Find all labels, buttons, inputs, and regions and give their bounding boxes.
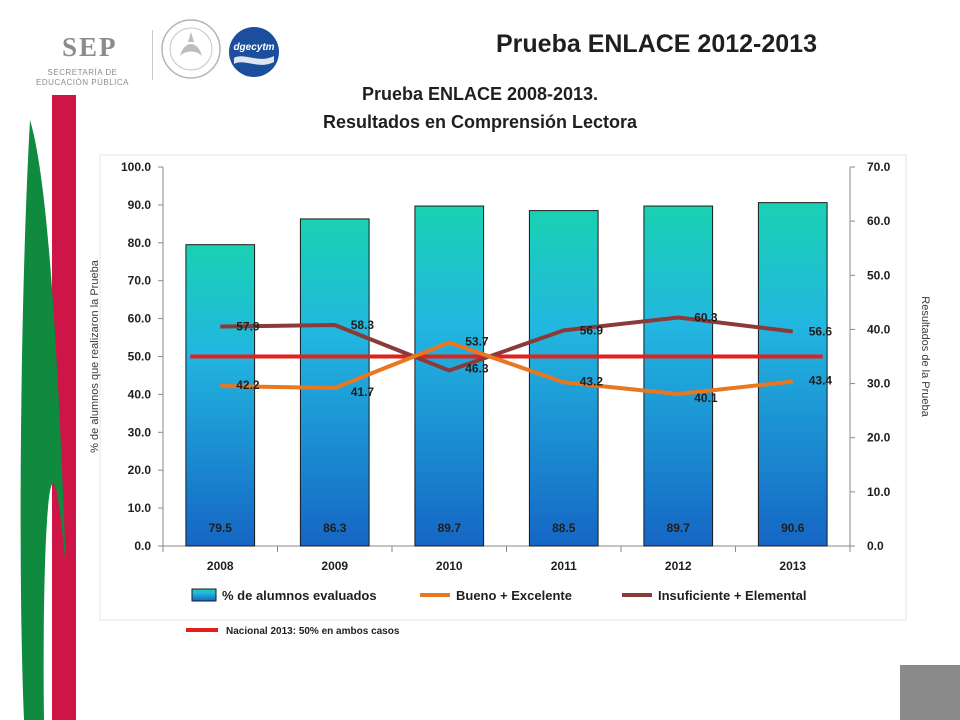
bueno-value-label: 41.7 xyxy=(351,385,375,399)
y-tick-label-right: 0.0 xyxy=(867,539,884,553)
chart-subtitle: Resultados en Comprensión Lectora xyxy=(0,112,960,133)
chart-frame xyxy=(99,154,907,621)
x-tick-label: 2011 xyxy=(551,559,577,573)
y-tick-label-right: 10.0 xyxy=(867,485,891,499)
bar-value-label: 79.5 xyxy=(209,521,233,535)
y-tick-label-right: 60.0 xyxy=(867,214,891,228)
chart-title-text: Prueba ENLACE 2008-2013. xyxy=(361,84,599,104)
y-tick-label-left: 30.0 xyxy=(128,425,152,439)
x-tick-label: 2013 xyxy=(779,559,806,573)
bueno-value-label: 43.2 xyxy=(580,374,604,388)
bar-value-label: 90.6 xyxy=(781,521,805,535)
y-tick-label-left: 10.0 xyxy=(128,501,152,515)
insuficiente-value-label: 58.3 xyxy=(351,318,375,332)
x-tick-label: 2009 xyxy=(321,559,348,573)
bar-value-label: 89.7 xyxy=(667,521,691,535)
bueno-value-label: 43.4 xyxy=(809,374,833,388)
x-tick-label: 2010 xyxy=(436,559,463,573)
y-axis-title-right: Resultados de la Prueba xyxy=(919,296,931,417)
y-tick-label-left: 0.0 xyxy=(134,539,151,553)
bar-value-label: 86.3 xyxy=(323,521,347,535)
x-tick-label: 2008 xyxy=(207,559,234,573)
y-tick-label-left: 100.0 xyxy=(121,160,151,174)
dgecytm-logo-text: dgecytm xyxy=(233,42,274,53)
insuficiente-value-label: 56.9 xyxy=(580,323,604,337)
mexico-seal-icon xyxy=(161,19,221,79)
x-tick-label: 2012 xyxy=(665,559,692,573)
bar xyxy=(299,218,370,547)
bar xyxy=(185,244,256,547)
legend-bar-label: % de alumnos evaluados xyxy=(222,588,377,603)
insuficiente-value-label: 57.9 xyxy=(236,320,260,334)
insuficiente-line xyxy=(220,315,793,373)
y-tick-label-left: 80.0 xyxy=(128,236,152,250)
bar xyxy=(757,202,828,547)
chart-title: Prueba ENLACE 2008-2013. xyxy=(0,84,960,105)
insuficiente-value-label: 56.6 xyxy=(809,324,833,338)
bar xyxy=(643,205,714,547)
sep-logo-line1: SECRETARÍA DE xyxy=(47,68,118,77)
y-axis-title-left: % de alumnos que realizaron la Prueba xyxy=(89,259,101,453)
bueno-value-label: 42.2 xyxy=(236,378,260,392)
chart-subtitle-text: Resultados en Comprensión Lectora xyxy=(322,112,638,132)
header-divider xyxy=(152,30,153,80)
y-tick-label-left: 60.0 xyxy=(128,312,152,326)
legend-insuficiente-label: Insuficiente + Elemental xyxy=(658,588,806,603)
bar-value-label: 89.7 xyxy=(438,521,462,535)
sep-logo-line2: EDUCACIÓN PÚBLICA xyxy=(36,78,129,87)
bar-value-label: 88.5 xyxy=(552,521,576,535)
y-tick-label-left: 90.0 xyxy=(128,198,152,212)
sep-logo: SEP SECRETARÍA DE EDUCACIÓN PÚBLICA xyxy=(20,28,145,87)
corner-accent xyxy=(900,665,960,720)
bueno-value-label: 40.1 xyxy=(694,391,718,405)
y-tick-label-left: 40.0 xyxy=(128,387,152,401)
page-title: Prueba ENLACE 2012-2013 xyxy=(496,30,817,58)
bar xyxy=(414,205,485,547)
y-tick-label-right: 70.0 xyxy=(867,160,891,174)
y-tick-label-left: 70.0 xyxy=(128,274,152,288)
y-tick-label-right: 20.0 xyxy=(867,431,891,445)
y-tick-label-right: 40.0 xyxy=(867,322,891,336)
insuficiente-value-label: 46.3 xyxy=(465,362,489,376)
bueno-value-label: 53.7 xyxy=(465,334,489,348)
bueno-line xyxy=(220,340,793,397)
y-tick-label-right: 50.0 xyxy=(867,268,891,282)
legend-bar-swatch xyxy=(191,588,217,602)
dgecytm-logo-icon: dgecytm xyxy=(229,27,279,77)
y-tick-label-left: 50.0 xyxy=(128,350,152,364)
legend-nacional-label: Nacional 2013: 50% en ambos casos xyxy=(226,626,400,637)
bar xyxy=(528,210,599,547)
y-tick-label-left: 20.0 xyxy=(128,463,152,477)
legend-bueno-label: Bueno + Excelente xyxy=(456,588,572,603)
sep-logo-word: SEP xyxy=(62,32,118,62)
decorative-green-ribbon xyxy=(20,120,66,720)
insuficiente-value-label: 60.3 xyxy=(694,310,718,324)
y-tick-label-right: 30.0 xyxy=(867,377,891,391)
